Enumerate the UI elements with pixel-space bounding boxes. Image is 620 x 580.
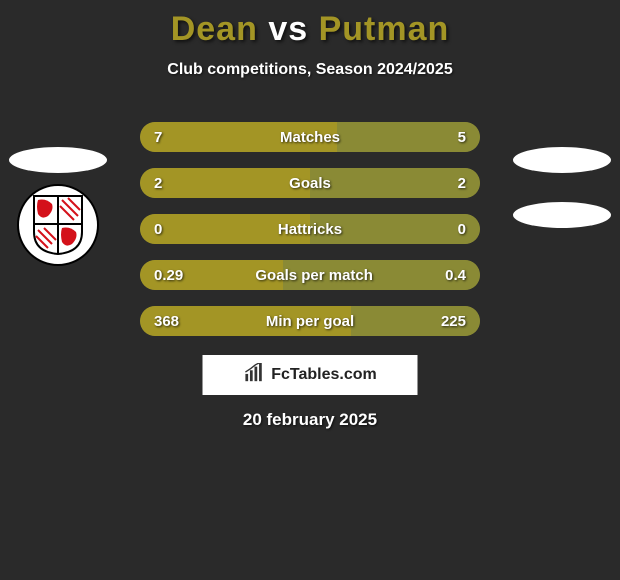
stat-left-value: 2 bbox=[154, 175, 162, 192]
title: Dean vs Putman bbox=[0, 0, 620, 49]
crest-placeholder-icon bbox=[513, 202, 611, 228]
right-club-crest bbox=[512, 170, 612, 260]
stat-right-value: 225 bbox=[441, 313, 466, 330]
stat-row: 0.29 Goals per match 0.4 bbox=[140, 260, 480, 290]
stat-right-value: 5 bbox=[458, 129, 466, 146]
stat-row: 2 Goals 2 bbox=[140, 168, 480, 198]
date-text: 20 february 2025 bbox=[0, 410, 620, 430]
stat-label: Hattricks bbox=[278, 221, 342, 238]
subtitle: Club competitions, Season 2024/2025 bbox=[0, 61, 620, 79]
stat-left-value: 0.29 bbox=[154, 267, 183, 284]
stat-left-value: 0 bbox=[154, 221, 162, 238]
brand-badge: FcTables.com bbox=[203, 355, 418, 395]
stat-label: Matches bbox=[280, 129, 340, 146]
stat-row: 0 Hattricks 0 bbox=[140, 214, 480, 244]
player1-name: Dean bbox=[171, 10, 258, 48]
stat-right-value: 2 bbox=[458, 175, 466, 192]
stat-left-value: 368 bbox=[154, 313, 179, 330]
stat-fill-right bbox=[310, 168, 480, 198]
stat-label: Min per goal bbox=[266, 313, 354, 330]
shield-icon bbox=[32, 194, 84, 256]
stat-left-value: 7 bbox=[154, 129, 162, 146]
stat-label: Goals bbox=[289, 175, 331, 192]
stat-row: 368 Min per goal 225 bbox=[140, 306, 480, 336]
stat-label: Goals per match bbox=[255, 267, 373, 284]
stat-fill-left bbox=[140, 168, 310, 198]
stats-container: 7 Matches 5 2 Goals 2 0 Hattricks 0 0.29… bbox=[140, 122, 480, 352]
brand-text: FcTables.com bbox=[271, 366, 377, 384]
player2-name: Putman bbox=[319, 10, 450, 48]
bar-chart-icon bbox=[243, 363, 265, 388]
stat-right-value: 0 bbox=[458, 221, 466, 238]
crest-circle bbox=[17, 184, 99, 266]
stat-right-value: 0.4 bbox=[445, 267, 466, 284]
comparison-card: Dean vs Putman Club competitions, Season… bbox=[0, 0, 620, 580]
stat-row: 7 Matches 5 bbox=[140, 122, 480, 152]
avatar-placeholder-icon bbox=[9, 147, 107, 173]
vs-text: vs bbox=[268, 10, 308, 48]
left-club-crest bbox=[8, 180, 108, 270]
